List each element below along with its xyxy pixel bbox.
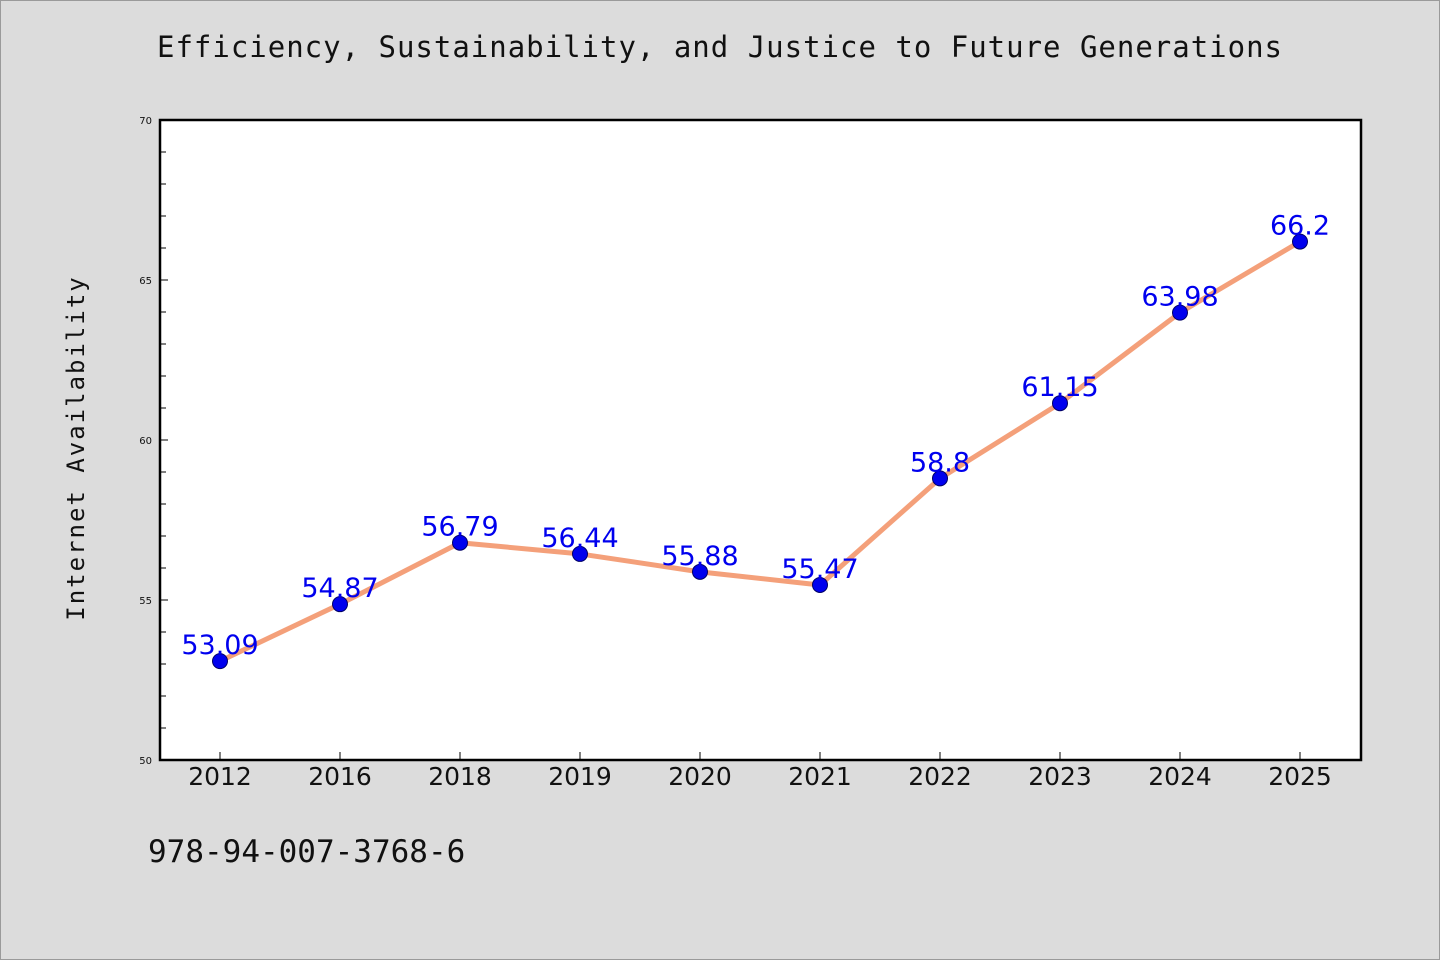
data-point [332,596,348,613]
data-label: 55.88 [661,541,738,572]
x-tick-label: 2018 [428,762,492,791]
data-point [692,563,708,580]
data-label: 56.79 [421,512,498,543]
data-label: 56.44 [541,523,618,554]
data-label: 54.87 [301,573,378,604]
data-point [572,545,588,562]
y-tick-label: 70 [139,116,152,127]
x-tick-label: 2020 [668,762,732,791]
x-tick-label: 2016 [308,762,372,791]
x-axis-ticks: 2012 2016 2018 2019 2020 2021 2022 2023 2024 2025 [188,752,1332,791]
data-label: 53.09 [181,630,258,661]
y-tick-label: 60 [139,436,152,447]
data-labels: 53.09 54.87 56.79 56.44 55.88 55.47 58.8 61.15 6… [181,211,1330,662]
x-tick-label: 2024 [1148,762,1212,791]
data-point [812,576,828,593]
x-tick-label: 2012 [188,762,252,791]
data-label: 55.47 [781,554,858,585]
y-tick-label: 50 [139,756,152,767]
data-label: 58.8 [910,447,970,478]
data-point [1052,395,1068,412]
plot-area [158,118,1363,762]
y-tick-label: 65 [139,276,152,287]
isbn-text: 978-94-007-3768-6 [148,834,466,870]
x-tick-label: 2019 [548,762,612,791]
y-axis-ticks: 50 55 60 65 70 [139,116,168,767]
series-line [217,239,1303,664]
y-tick-label: 55 [139,596,152,607]
data-markers [212,233,1308,670]
x-tick-label: 2025 [1268,762,1332,791]
data-label: 63.98 [1141,282,1218,313]
data-point [212,653,228,670]
data-point [1292,233,1308,250]
data-point [932,470,948,487]
data-point [452,534,468,551]
data-label: 66.2 [1270,211,1330,242]
chart-title: Efficiency, Sustainability, and Justice … [156,30,1284,64]
x-tick-label: 2022 [908,762,972,791]
data-point [1172,304,1188,321]
data-label: 61.15 [1021,372,1098,403]
x-tick-label: 2023 [1028,762,1092,791]
x-tick-label: 2021 [788,762,852,791]
